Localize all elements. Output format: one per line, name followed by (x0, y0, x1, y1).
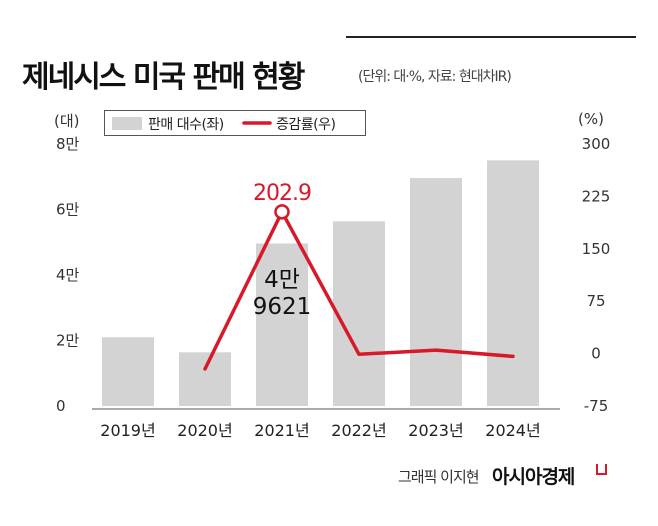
graphic-credit: 그래픽 이지현 (398, 468, 480, 486)
bar-data-label: 4만 (264, 267, 300, 293)
left-axis-tick-label: 2만 (56, 332, 80, 350)
right-axis-tick-label: 225 (582, 187, 611, 205)
x-axis-tick-label: 2024년 (485, 421, 540, 440)
left-axis-tick-label: 6만 (56, 201, 80, 219)
left-axis-tick-label: 4만 (56, 266, 80, 284)
bar-data-label: 9621 (253, 294, 312, 320)
publisher-brand: 아시아경제 (492, 466, 575, 488)
bar-2022년 (333, 221, 385, 406)
right-axis-tick-label: 0 (591, 345, 601, 363)
bar-2021년 (256, 243, 308, 406)
legend-bar-label: 판매 대수(좌) (148, 117, 224, 133)
left-axis-tick-label: 8만 (56, 135, 80, 153)
legend-line-label: 증감률(우) (276, 117, 335, 133)
x-axis-tick-label: 2019년 (100, 421, 155, 440)
x-axis-tick-label: 2023년 (408, 421, 463, 440)
right-axis-tick-label: 300 (582, 135, 611, 153)
x-axis-tick-label: 2021년 (254, 421, 309, 440)
line-growth-rate (203, 210, 515, 371)
x-axis-tick-label: 2022년 (331, 421, 386, 440)
x-axis-tick-label: 2020년 (177, 421, 232, 440)
right-axis-unit: (%) (578, 110, 604, 128)
peak-marker (274, 204, 290, 220)
right-axis-tick-label: 75 (586, 292, 605, 310)
right-axis-tick-label: 150 (582, 240, 611, 258)
legend-bar-swatch (112, 117, 142, 130)
peak-data-label: 202.9 (253, 181, 311, 206)
header-rule (346, 36, 636, 38)
brand-mark-icon (596, 464, 607, 475)
bar-2019년 (102, 337, 154, 406)
bar-2024년 (487, 160, 539, 406)
chart-source-note: (단위: 대·%, 자료: 현대차IR) (358, 69, 512, 85)
chart-legend (104, 110, 366, 136)
left-axis-tick-label: 0 (56, 397, 66, 415)
bar-2023년 (410, 178, 462, 406)
left-axis-unit: (대) (54, 112, 80, 130)
right-axis-tick-label: -75 (584, 397, 609, 415)
bar-2020년 (179, 352, 231, 406)
chart-title: 제네시스 미국 판매 현황 (22, 60, 305, 95)
